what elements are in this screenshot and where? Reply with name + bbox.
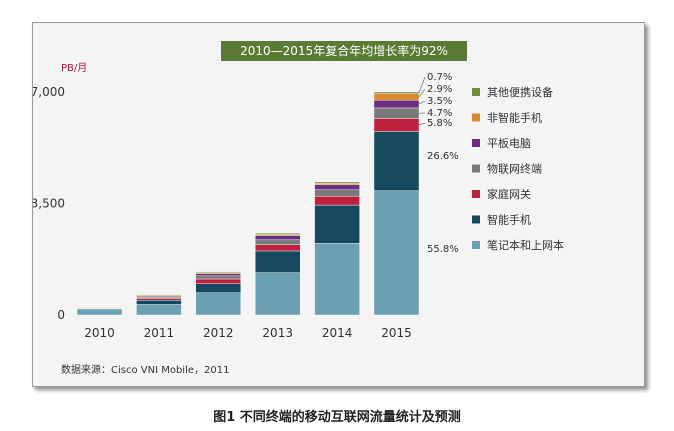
bar-segment	[314, 184, 360, 191]
legend-label: 平板电脑	[487, 136, 531, 150]
bar-segment	[373, 131, 420, 191]
bar-segment	[195, 275, 242, 280]
bar-segment	[373, 91, 420, 94]
bar-segment	[136, 300, 182, 305]
bar-segment	[254, 239, 301, 245]
data-label: 2.9%	[427, 84, 452, 95]
bar-segment	[136, 298, 182, 301]
source-note: 数据来源：Cisco VNI Mobile，2011	[61, 365, 230, 376]
y-axis-label: PB/月	[61, 62, 87, 74]
legend-swatch	[472, 241, 480, 249]
y-tick-label: 3,500	[33, 197, 65, 211]
legend-label: 笔记本和上网本	[487, 238, 564, 252]
bar-segment	[373, 190, 420, 316]
data-label: 55.8%	[427, 244, 459, 255]
legend-label: 智能手机	[487, 213, 531, 227]
x-tick-label: 2014	[322, 326, 353, 340]
bar-segment	[195, 273, 242, 277]
bar-segment	[254, 235, 301, 241]
bar-segment	[373, 118, 420, 132]
bar-segment	[314, 243, 360, 316]
bar-segment	[254, 244, 301, 252]
bar-segment	[314, 195, 360, 206]
bar-segment	[195, 292, 242, 316]
y-tick-label: 7,000	[33, 85, 65, 99]
bar-segment	[195, 271, 242, 273]
x-tick-label: 2012	[203, 326, 234, 340]
legend-swatch	[472, 113, 480, 122]
legend-swatch	[472, 139, 480, 147]
bar-segment	[314, 189, 360, 197]
bar-segment	[136, 294, 182, 296]
data-label: 26.6%	[427, 151, 459, 162]
chart-plot: PB/月 0 3,500 7,000 2010 2011 2012 2013 2014 201…	[33, 62, 564, 340]
data-label: 0.7%	[427, 72, 452, 83]
bar-segment	[314, 181, 360, 184]
data-label: 4.7%	[427, 108, 452, 119]
legend-label: 物联网终端	[487, 162, 542, 176]
data-label-leader	[418, 88, 426, 98]
chart-card: 2010—2015年复合年均增长率为92% PB/月 0 3,500 7,000 2…	[32, 22, 645, 387]
bar-segment	[373, 107, 420, 119]
bar-segment	[195, 283, 242, 293]
bar-segment	[254, 250, 301, 273]
figure-caption: 图1 不同终端的移动互联网流量统计及预测	[213, 410, 461, 425]
bar-segment	[373, 99, 420, 109]
bar-segment	[373, 93, 420, 101]
legend-swatch	[472, 215, 480, 224]
bar-segment	[76, 309, 123, 316]
legend-label: 家庭网关	[487, 187, 531, 201]
x-tick-label: 2011	[144, 326, 175, 340]
data-label-leader	[418, 100, 426, 105]
data-label-leader	[418, 76, 426, 93]
x-tick-label: 2015	[381, 326, 412, 340]
legend-swatch	[472, 190, 480, 198]
bar-segment	[254, 233, 301, 235]
legend-swatch	[472, 88, 480, 96]
data-label-leader	[418, 122, 426, 126]
legend-label: 其他便携设备	[487, 85, 553, 99]
bar-segment	[195, 278, 242, 284]
legend-label: 非智能手机	[487, 111, 542, 125]
chart-title: 2010—2015年复合年均增长率为92%	[221, 41, 467, 61]
data-label: 5.8%	[427, 118, 452, 129]
x-tick-label: 2013	[262, 326, 293, 340]
data-label: 3.5%	[427, 96, 452, 107]
legend-swatch	[472, 164, 480, 173]
bar-segment	[136, 296, 182, 299]
bar-segment	[254, 272, 301, 316]
bar-segment	[76, 306, 123, 308]
x-tick-label: 2010	[84, 326, 115, 340]
bar-segment	[136, 304, 182, 316]
y-tick-label: 0	[57, 308, 65, 322]
bar-segment	[314, 204, 360, 244]
